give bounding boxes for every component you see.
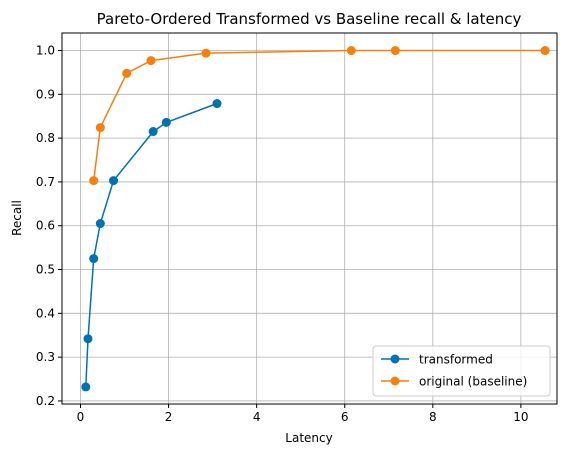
- legend-box: [372, 345, 551, 397]
- y-tick-label: 0.3: [36, 350, 55, 364]
- y-tick-label: 0.9: [36, 87, 55, 101]
- data-point-original: [95, 123, 105, 133]
- series-layer: [81, 46, 550, 392]
- legend-marker-transformed: [390, 354, 400, 364]
- y-tick-label: 0.4: [36, 306, 55, 320]
- legend-label-original: original (baseline): [419, 375, 527, 389]
- legend: transformed original (baseline): [372, 345, 551, 397]
- x-tick-label: 0: [77, 410, 85, 424]
- series-original: [89, 46, 550, 186]
- y-tick-label: 1.0: [36, 44, 55, 58]
- data-point-original: [346, 46, 356, 56]
- data-point-original: [540, 46, 550, 56]
- data-point-transformed: [212, 99, 222, 109]
- data-point-transformed: [148, 127, 158, 137]
- x-tick-label: 4: [253, 410, 261, 424]
- x-axis: 0 2 4 6 8 10: [77, 404, 529, 424]
- x-tick-label: 6: [341, 410, 349, 424]
- data-point-original: [146, 56, 156, 66]
- x-tick-label: 2: [165, 410, 173, 424]
- y-tick-label: 0.7: [36, 175, 55, 189]
- legend-label-transformed: transformed: [419, 353, 493, 367]
- data-point-original: [390, 46, 400, 56]
- plot-frame: [61, 32, 558, 405]
- series-line-original: [92, 49, 546, 181]
- plot-area: [62, 33, 557, 404]
- y-tick-label: 0.8: [36, 131, 55, 145]
- x-axis-label: Latency: [285, 431, 332, 445]
- y-axis-label: Recall: [10, 200, 24, 236]
- x-tick-label: 10: [513, 410, 528, 424]
- data-point-transformed: [89, 254, 99, 264]
- data-point-transformed: [83, 334, 93, 344]
- y-tick-label: 0.5: [36, 263, 55, 277]
- x-tick-label: 8: [429, 410, 437, 424]
- y-tick-label: 0.6: [36, 219, 55, 233]
- chart-title: Pareto-Ordered Transformed vs Baseline r…: [97, 10, 522, 28]
- data-point-original: [89, 176, 99, 186]
- data-point-original: [201, 48, 211, 58]
- data-point-transformed: [81, 382, 91, 392]
- data-point-transformed: [95, 219, 105, 229]
- series-transformed: [81, 99, 222, 392]
- data-point-original: [122, 68, 132, 78]
- y-tick-label: 0.2: [36, 394, 55, 408]
- y-axis: 0.2 0.3 0.4 0.5 0.6 0.7 0.8 0.9 1.0: [36, 44, 62, 408]
- data-point-transformed: [109, 176, 119, 186]
- data-point-transformed: [161, 117, 171, 127]
- legend-marker-original: [390, 376, 400, 386]
